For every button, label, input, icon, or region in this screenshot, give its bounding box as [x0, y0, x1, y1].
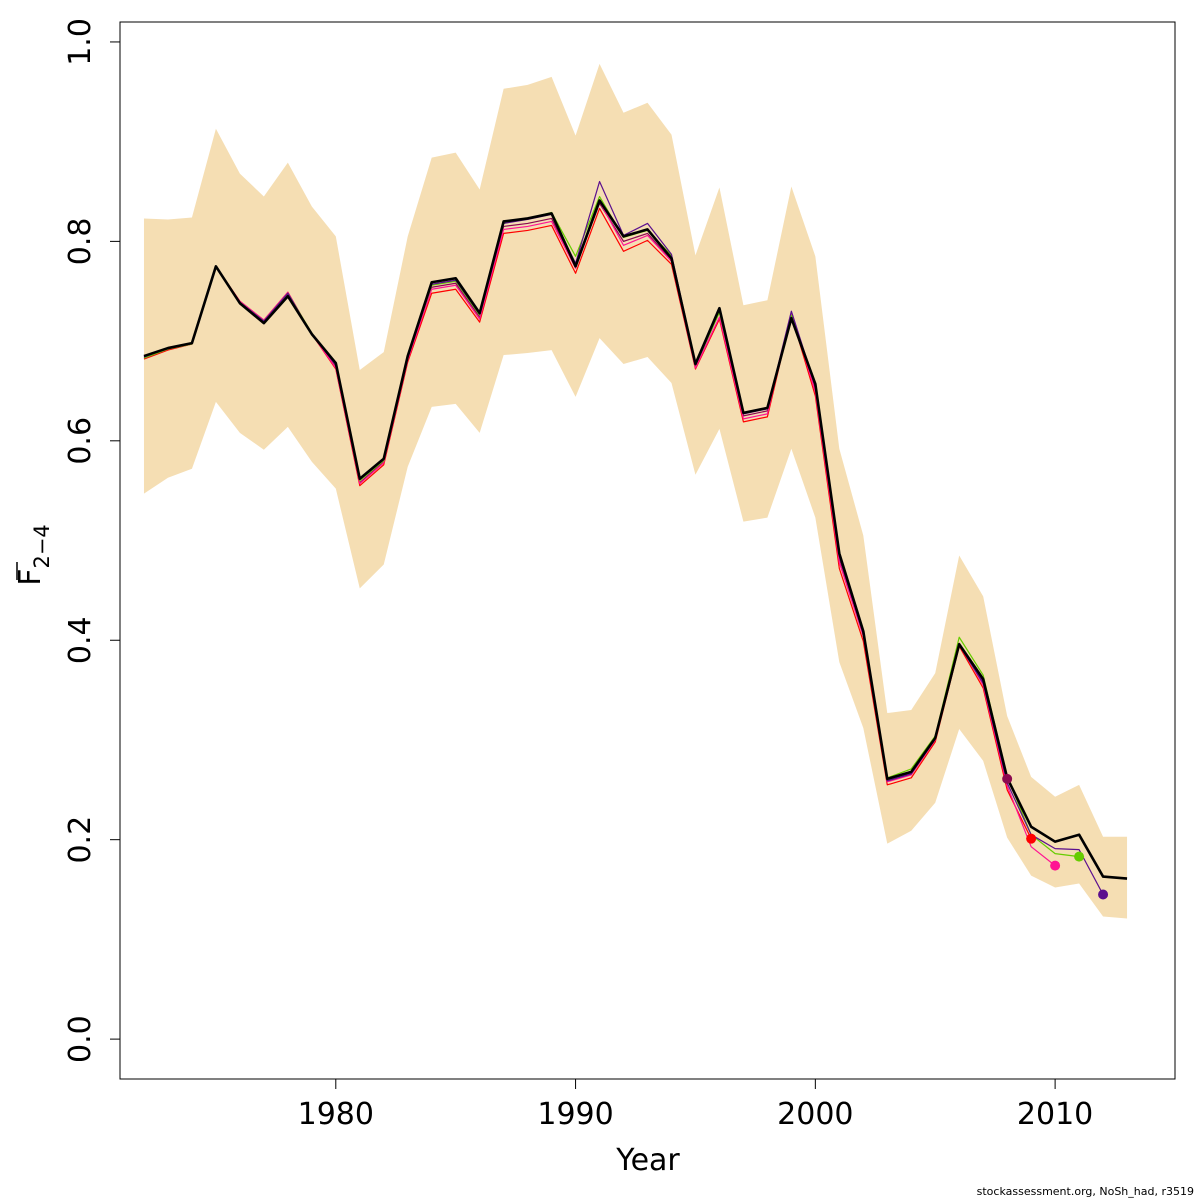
series-endpoint-retro-2010 [1050, 860, 1061, 871]
confidence-band-layer [143, 63, 1128, 919]
series-endpoint-retro-2009 [1026, 833, 1037, 844]
x-tick-label: 2010 [1017, 1097, 1093, 1132]
x-tick-label: 1990 [537, 1097, 613, 1132]
y-axis: 0.0 0.2 0.4 0.6 0.8 1.0 [63, 18, 120, 1063]
x-axis: 1980 1990 2000 2010 [298, 1079, 1093, 1132]
y-axis-title-main: F [13, 569, 48, 586]
series-layer [143, 180, 1128, 895]
y-tick-label: 0.8 [63, 218, 98, 266]
series-endpoint-retro-2011 [1074, 851, 1085, 862]
footer-credit: stockassessment.org, NoSh_had, r3519 [976, 1185, 1194, 1198]
x-tick-label: 2000 [777, 1097, 853, 1132]
y-tick-label: 0.6 [63, 417, 98, 465]
y-tick-label: 0.2 [63, 816, 98, 864]
y-tick-label: 0.0 [63, 1015, 98, 1063]
x-axis-title: Year [615, 1143, 680, 1178]
x-tick-label: 1980 [298, 1097, 374, 1132]
plot-frame [119, 21, 1176, 1080]
y-tick-label: 0.4 [63, 616, 98, 664]
series-endpoint-retro-2012 [1098, 889, 1109, 900]
y-tick-label: 1.0 [63, 18, 98, 66]
series-line-final-assessment [143, 199, 1128, 880]
series-endpoint-retro-2008 [1002, 773, 1013, 784]
svg-text:F2−4: F2−4 [13, 524, 54, 586]
confidence-band [143, 63, 1128, 919]
y-axis-title-subscript: 2−4 [30, 524, 54, 568]
marker-layer [1002, 773, 1109, 900]
y-axis-title: F2−4 [13, 524, 54, 586]
